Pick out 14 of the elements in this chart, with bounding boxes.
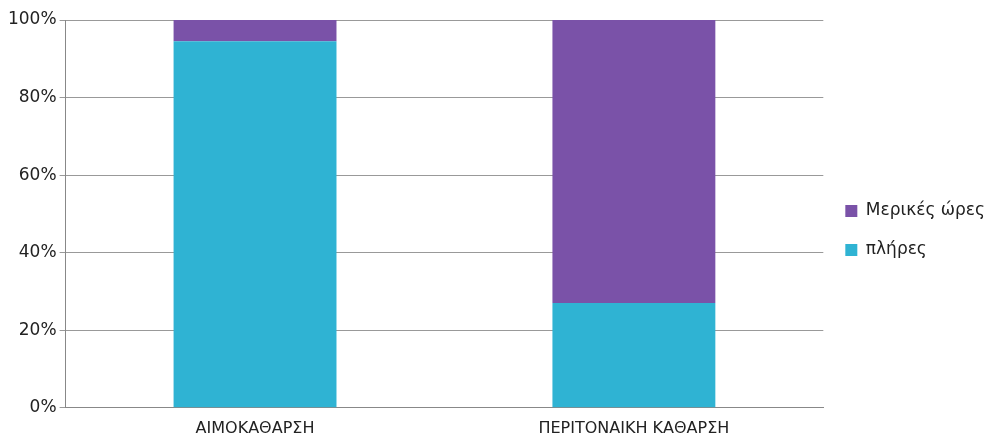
x-tick-label: ΠΕΡΙΤΟΝΑΙΚΗ ΚΑΘΑΡΣΗ	[538, 417, 730, 437]
y-tick-label: 60%	[18, 163, 57, 184]
bar	[173, 20, 337, 42]
legend-label: Μερικές ώρες	[865, 199, 985, 220]
bar	[552, 20, 716, 304]
y-tick-label: 100%	[7, 8, 57, 29]
y-tick-label: 80%	[18, 85, 57, 106]
x-tick-label: ΑΙΜΟΚΑΘΑΡΣΗ	[195, 417, 315, 437]
legend-label: πλήρες	[865, 238, 927, 259]
y-tick-label: 0%	[29, 396, 57, 417]
y-tick-label: 40%	[18, 241, 57, 262]
bar	[552, 303, 716, 408]
bar	[173, 41, 337, 408]
y-tick-label: 20%	[18, 318, 57, 339]
